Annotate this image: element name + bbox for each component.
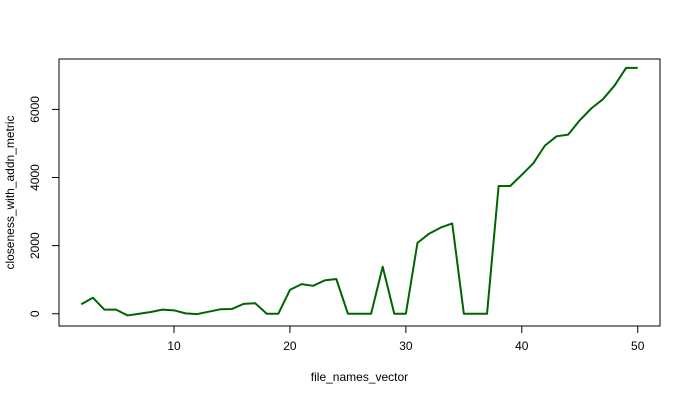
- x-axis-label: file_names_vector: [311, 370, 408, 384]
- y-tick-label: 6000: [28, 96, 42, 123]
- y-tick-label: 4000: [28, 164, 42, 191]
- series-layer: [80, 66, 638, 317]
- y-axis-label: closeness_with_addn_metric: [3, 115, 17, 269]
- x-tick-label: 40: [515, 339, 529, 353]
- x-tick-label: 50: [631, 339, 645, 353]
- x-tick-label: 10: [167, 339, 181, 353]
- x-tick-label: 30: [399, 339, 413, 353]
- plot-frame: [58, 58, 661, 327]
- series-line: [80, 66, 638, 317]
- y-tick-label: 2000: [28, 232, 42, 259]
- y-axis: 0 2000 4000 6000: [28, 96, 60, 317]
- y-tick-label: 0: [28, 310, 42, 317]
- x-axis: 10 20 30 40 50: [167, 325, 645, 353]
- x-tick-label: 20: [283, 339, 297, 353]
